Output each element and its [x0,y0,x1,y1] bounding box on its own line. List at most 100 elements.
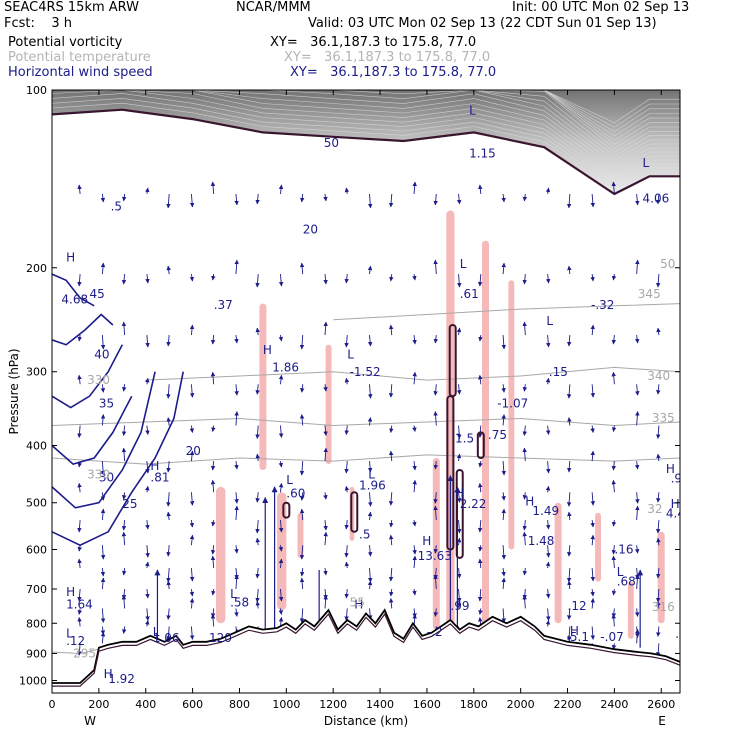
wind-vectors [77,181,661,660]
hl-label-18: L [347,348,354,362]
wind-contour-label-2: 35 [99,397,114,411]
wind-vector [545,377,551,385]
wind-vector [323,274,328,285]
wind-vector [234,505,239,521]
wind-vector [299,608,305,623]
hl-label-35: H [671,497,680,511]
wind-vector [656,626,661,637]
wind-contour-label-3: 30 [99,470,114,484]
wind-vector [278,545,284,552]
theta-contours [52,303,680,655]
wind-vector [323,492,328,500]
y-tick-label: 100 [26,84,47,97]
wind-vector [566,608,572,620]
wind-vector [100,631,106,644]
wind-vector [121,492,127,500]
wind-vector [634,334,640,344]
hl-label-40: 13.63 [418,549,452,563]
wind-vector [478,558,483,569]
wind-vector [145,187,150,195]
pv-contour-3 [455,468,464,559]
wind-vector [522,520,527,531]
wind-vector [344,588,349,599]
surface-pv-line [52,612,680,687]
hl-label-48: H [354,597,363,611]
wind-vector [433,411,438,426]
hl-label-25: L [368,468,375,482]
wind-vector [210,545,216,555]
wind-vector [367,384,373,399]
wind-vector [344,545,349,558]
wind-vector [567,580,572,590]
wind-vector [278,608,284,615]
wind-vector [590,450,595,462]
wind-vector [210,371,216,385]
strat-theta-line [52,90,680,128]
x-end-label-west: W [84,714,96,728]
wind-vector [522,425,527,436]
hl-label-59: .18 [675,627,694,641]
wind-vector [278,425,284,438]
strat-theta-line [52,90,680,176]
wind-vector [210,461,216,471]
wind-vector [121,274,127,285]
hl-label-5: L [469,103,476,117]
stratosphere-shading [52,90,680,196]
wind-vector [299,461,305,476]
pv-region-2 [277,492,287,611]
hl-label-39: H [422,534,431,548]
hl-label-7: 4.19 [582,66,609,80]
hl-label-50: .12 [568,599,587,613]
wind-vector [189,597,195,609]
wind-vector [300,193,305,203]
wind-vector [522,594,527,609]
wind-vector [412,520,417,527]
hl-label-10: .37 [214,298,233,312]
pv-contour-0 [282,501,291,519]
field-wind-name: Horizontal wind speed [8,65,153,80]
wind-vector [388,492,394,506]
wind-contour-label-0: 45 [90,287,105,301]
hl-label-2: .5 [111,200,122,214]
wind-vector [145,520,150,530]
x-tick-label: 2600 [647,698,675,711]
wind-vector [299,508,305,521]
wind-vector [501,577,506,590]
wind-vector [100,414,106,426]
wind-vector [367,417,373,426]
wind-vector [299,577,305,590]
strat-theta-line [52,98,680,187]
hl-label-29: H [455,487,464,501]
terrain-fill [52,610,680,693]
theta-contour-335 [52,417,680,427]
hl-label-28: .60 [286,487,305,501]
hl-label-47: .58 [230,596,249,610]
wind-vector [255,453,261,462]
wind-vector [655,588,661,603]
wind-vector [189,274,195,282]
hl-label-41: .16 [614,543,633,557]
wind-vector [189,492,195,506]
pv-tropopause-line [52,108,680,196]
wind-vector [545,485,551,493]
theta-label-5: 345 [638,287,661,301]
wind-vector [145,561,150,569]
wind-vector [234,259,239,275]
wind-vector [389,520,394,528]
wind-vector [189,324,195,336]
wind-vector [255,274,260,288]
hl-label-53: L [66,626,73,640]
wind-vector [545,561,551,569]
wind-vector [234,193,239,206]
wind-vector [566,545,572,557]
wind-vector [145,545,150,558]
wind-vector [166,545,171,557]
wind-vector [611,371,616,385]
strat-theta-line [52,90,680,149]
wind-vector [189,425,195,433]
hl-label-46: L [230,587,237,601]
plot-frame [51,89,681,694]
wind-vector [77,425,82,438]
wind-vector [388,450,394,462]
